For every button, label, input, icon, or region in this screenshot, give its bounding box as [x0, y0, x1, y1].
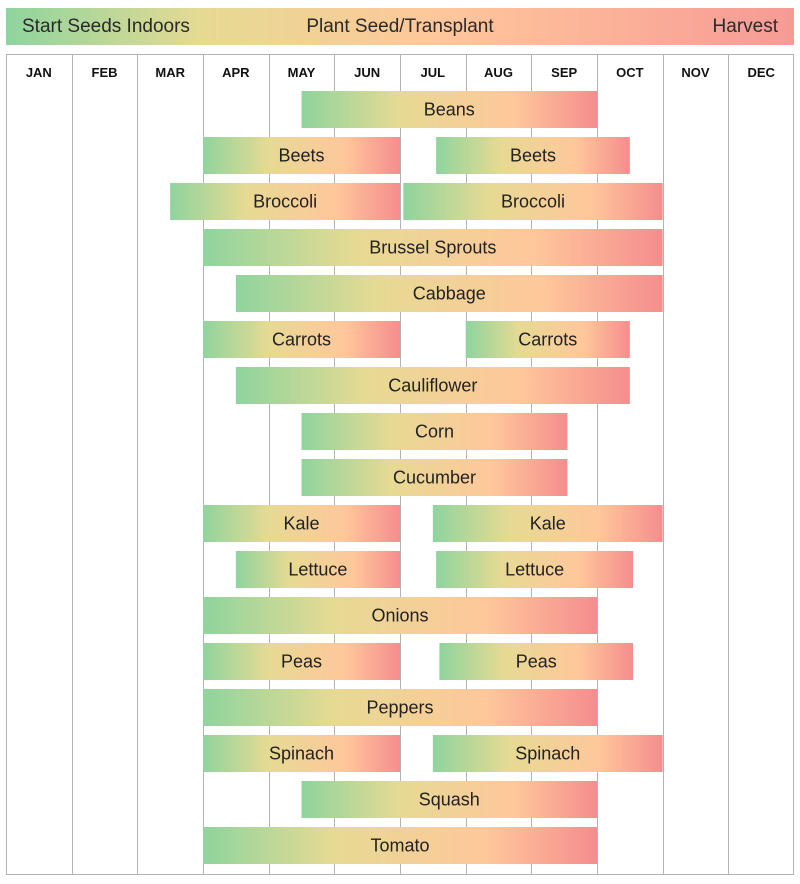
bar-broccoli-2 [403, 183, 663, 220]
bar-peas-2 [439, 643, 634, 680]
bar-carrots-2 [465, 321, 630, 358]
month-label-mar: MAR [155, 65, 185, 80]
bar-beets-2 [436, 137, 630, 174]
bar-label-squash-1: Squash [419, 790, 480, 810]
bar-label-peas-2: Peas [516, 652, 557, 672]
bar-lettuce-1 [235, 551, 400, 588]
month-label-aug: AUG [484, 65, 513, 80]
bar-label-carrots-1: Carrots [272, 330, 331, 350]
bar-onions-1 [203, 597, 597, 634]
bar-label-lettuce-2: Lettuce [505, 560, 564, 580]
bar-label-peas-1: Peas [281, 652, 322, 672]
month-label-dec: DEC [747, 65, 775, 80]
bar-cucumber-1 [301, 459, 568, 496]
bar-label-carrots-2: Carrots [518, 330, 577, 350]
bar-label-tomato-1: Tomato [370, 836, 429, 856]
month-label-oct: OCT [616, 65, 644, 80]
bar-label-beets-1: Beets [278, 146, 324, 166]
bar-label-kale-1: Kale [283, 514, 319, 534]
month-label-nov: NOV [681, 65, 710, 80]
bar-broccoli-1 [170, 183, 400, 220]
month-label-jan: JAN [26, 65, 52, 80]
bar-beets-1 [203, 137, 400, 174]
bar-cauliflower-1 [235, 367, 630, 404]
bar-squash-1 [301, 781, 597, 818]
month-label-feb: FEB [92, 65, 118, 80]
bar-label-brussel-sprouts-1: Brussel Sprouts [369, 238, 496, 258]
month-label-apr: APR [222, 65, 250, 80]
legend-start-label: Start Seeds Indoors [22, 16, 190, 37]
month-label-may: MAY [288, 65, 316, 80]
bar-label-beans-1: Beans [424, 100, 475, 120]
bar-corn-1 [301, 413, 568, 450]
bar-spinach-1 [203, 735, 400, 772]
bar-brussel-sprouts-1 [203, 229, 663, 266]
bar-kale-2 [432, 505, 663, 542]
bar-label-kale-2: Kale [530, 514, 566, 534]
legend-plant-label: Plant Seed/Transplant [306, 16, 494, 37]
month-label-sep: SEP [551, 65, 577, 80]
legend-harvest-label: Harvest [712, 16, 778, 37]
bar-label-corn-1: Corn [415, 422, 454, 442]
bar-tomato-1 [203, 827, 597, 864]
bar-label-lettuce-1: Lettuce [288, 560, 347, 580]
bar-label-spinach-1: Spinach [269, 744, 334, 764]
bar-cabbage-1 [235, 275, 663, 312]
bar-label-cauliflower-1: Cauliflower [388, 376, 477, 396]
bar-label-peppers-1: Peppers [366, 698, 433, 718]
bar-label-spinach-2: Spinach [515, 744, 580, 764]
bar-label-onions-1: Onions [371, 606, 428, 626]
month-label-jul: JUL [421, 65, 446, 80]
legend-gradient-bar: Start Seeds Indoors Plant Seed/Transplan… [6, 8, 794, 45]
bar-peas-1 [203, 643, 400, 680]
bar-lettuce-2 [436, 551, 634, 588]
bar-kale-1 [203, 505, 400, 542]
bar-label-cabbage-1: Cabbage [413, 284, 486, 304]
bar-label-cucumber-1: Cucumber [393, 468, 476, 488]
bar-spinach-2 [432, 735, 663, 772]
bar-peppers-1 [203, 689, 597, 726]
bar-label-broccoli-1: Broccoli [253, 192, 317, 212]
bar-label-broccoli-2: Broccoli [501, 192, 565, 212]
bar-beans-1 [301, 91, 597, 128]
bar-label-beets-2: Beets [510, 146, 556, 166]
month-label-jun: JUN [354, 65, 380, 80]
bar-carrots-1 [203, 321, 400, 358]
